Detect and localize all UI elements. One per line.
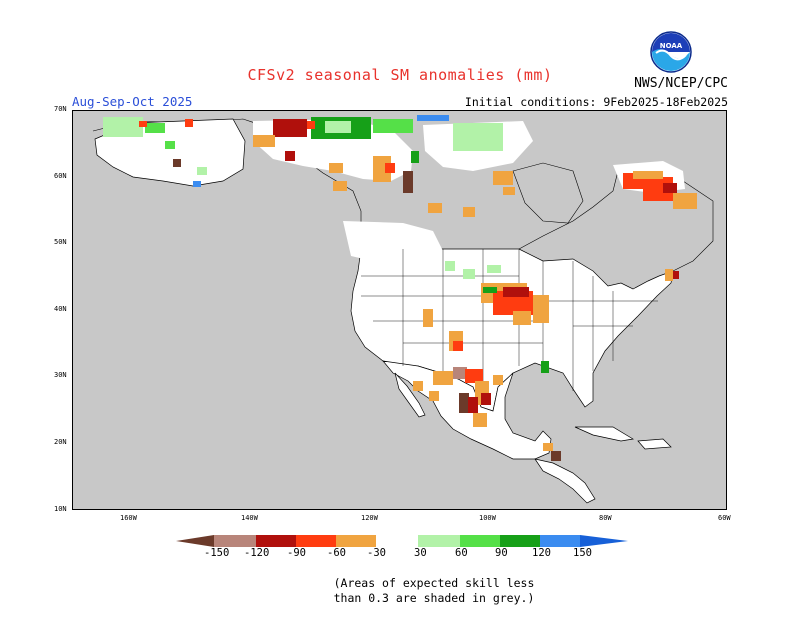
anomaly-cells bbox=[103, 115, 697, 461]
colorbar-bin bbox=[214, 535, 256, 547]
lat-label: 60N bbox=[54, 172, 67, 180]
lat-label: 40N bbox=[54, 305, 67, 313]
anomaly-map bbox=[72, 110, 727, 510]
hudson-bay bbox=[512, 162, 584, 224]
map-canvas bbox=[92, 115, 714, 504]
lat-label: 70N bbox=[54, 105, 67, 113]
hispaniola-landmass bbox=[637, 438, 672, 450]
lon-label: 140W bbox=[241, 514, 258, 522]
footnote-line-1: (Areas of expected skill less bbox=[333, 576, 535, 590]
colorbar-label: -30 bbox=[367, 547, 386, 559]
noaa-logo-text: NOAA bbox=[660, 42, 683, 50]
colorbar bbox=[176, 533, 628, 547]
colorbar-bin bbox=[376, 535, 418, 547]
lat-label: 30N bbox=[54, 371, 67, 379]
colorbar-label: 120 bbox=[532, 547, 551, 559]
colorbar-label: -60 bbox=[327, 547, 346, 559]
colorbar-bin bbox=[460, 535, 500, 547]
map-title: CFSv2 seasonal SM anomalies (mm) bbox=[247, 66, 553, 84]
baja-landmass bbox=[394, 372, 426, 418]
colorbar-bin bbox=[500, 535, 540, 547]
lon-label: 100W bbox=[479, 514, 496, 522]
colorbar-label: 150 bbox=[573, 547, 592, 559]
colorbar-bin bbox=[256, 535, 296, 547]
lon-label: 120W bbox=[361, 514, 378, 522]
colorbar-bin bbox=[540, 535, 580, 547]
colorbar-label: 90 bbox=[495, 547, 508, 559]
west-white bbox=[343, 221, 443, 261]
colorbar-label: -120 bbox=[244, 547, 270, 559]
initial-conditions: Initial conditions: 9Feb2025-18Feb2025 bbox=[464, 95, 728, 109]
colorbar-arrow-left bbox=[176, 535, 214, 547]
lon-label: 160W bbox=[120, 514, 137, 522]
forecast-period: Aug-Sep-Oct 2025 bbox=[72, 94, 193, 109]
lon-label: 60W bbox=[718, 514, 731, 522]
lon-label: 80W bbox=[599, 514, 612, 522]
colorbar-label: 60 bbox=[455, 547, 468, 559]
colorbar-bin bbox=[296, 535, 336, 547]
agency-label: NWS/NCEP/CPC bbox=[634, 76, 728, 91]
central-america-landmass bbox=[534, 458, 596, 504]
colorbar-label: -150 bbox=[204, 547, 230, 559]
noaa-logo: NOAA bbox=[650, 31, 692, 73]
colorbar-label: -90 bbox=[287, 547, 306, 559]
footnote-line-2: than 0.3 are shaded in grey.) bbox=[333, 591, 535, 605]
lat-label: 20N bbox=[54, 438, 67, 446]
lat-label: 50N bbox=[54, 238, 67, 246]
colorbar-label: 30 bbox=[414, 547, 427, 559]
colorbar-bin bbox=[418, 535, 460, 547]
colorbar-arrow-right bbox=[580, 535, 628, 547]
cuba-landmass bbox=[574, 426, 634, 442]
lat-label: 10N bbox=[54, 505, 67, 513]
colorbar-bin bbox=[336, 535, 376, 547]
